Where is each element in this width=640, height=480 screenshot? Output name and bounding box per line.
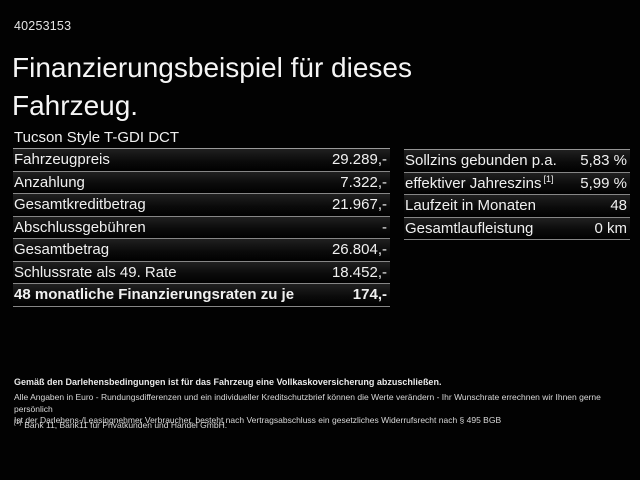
row-label: Abschlussgebühren (14, 218, 146, 236)
row-value: 18.452,- (331, 263, 387, 281)
table-row-effektiver-jahreszins: effektiver Jahreszins [1] 5,99 % (404, 172, 630, 195)
row-value: 0 km (594, 219, 627, 237)
row-value: 26.804,- (331, 241, 387, 259)
row-label: 48 monatliche Finanzierungsraten zu je (14, 286, 295, 304)
table-row-schlussrate: Schlussrate als 49. Rate 18.452,- (13, 261, 390, 284)
table-row-gesamtlaufleistung: Gesamtlaufleistung 0 km (404, 217, 630, 240)
table-row-gesamtbetrag: Gesamtbetrag 26.804,- (13, 239, 390, 262)
row-value: 174,- (352, 286, 387, 304)
finance-conditions-table: Sollzins gebunden p.a. 5,83 % effektiver… (404, 149, 630, 240)
vehicle-model-row: Tucson Style T-GDI DCT (13, 127, 390, 149)
table-row-gesamtkreditbetrag: Gesamtkreditbetrag 21.967,- (13, 194, 390, 217)
row-value: 21.967,- (331, 196, 387, 214)
vehicle-id: 40253153 (14, 19, 72, 33)
row-label: Gesamtbetrag (14, 241, 110, 259)
row-value: 7.322,- (340, 173, 387, 191)
disclaimer-insurance-note: Gemäß den Darlehensbedingungen ist für d… (14, 377, 442, 387)
page-title-line1: Finanzierungsbeispiel für dieses (12, 52, 412, 83)
row-value: 29.289,- (331, 151, 387, 169)
row-label: effektiver Jahreszins [1] (405, 173, 554, 192)
table-row-fahrzeugpreis: Fahrzeugpreis 29.289,- (13, 149, 390, 172)
footnote-marker: [1] (14, 419, 22, 427)
row-label: Gesamtlaufleistung (405, 219, 534, 237)
page-title: Finanzierungsbeispiel für dieses Fahrzeu… (12, 49, 412, 125)
bank-footnote: [1] Bank 11, Bank11 für Privatkunden und … (14, 419, 228, 430)
table-row-sollzins: Sollzins gebunden p.a. 5,83 % (404, 150, 630, 173)
page-title-line2: Fahrzeug. (12, 90, 139, 121)
row-value: 5,99 % (580, 174, 627, 192)
row-label: Gesamtkreditbetrag (14, 196, 146, 214)
table-row-laufzeit: Laufzeit in Monaten 48 (404, 195, 630, 218)
row-label: Anzahlung (14, 173, 85, 191)
disclaimer-line2: Alle Angaben in Euro - Rundungsdifferenz… (14, 392, 601, 414)
row-value: 48 (610, 197, 627, 215)
footnote-text: Bank 11, Bank11 für Privatkunden und Han… (24, 420, 228, 430)
table-row-abschlussgebuehren: Abschlussgebühren - (13, 216, 390, 239)
row-label: Schlussrate als 49. Rate (14, 263, 177, 281)
table-row-monatsrate: 48 monatliche Finanzierungsraten zu je 1… (13, 284, 390, 307)
row-value: - (382, 218, 387, 236)
disclaimer-block: Gemäß den Darlehensbedingungen ist für d… (14, 377, 628, 427)
row-value: 5,83 % (580, 152, 627, 170)
row-label: Sollzins gebunden p.a. (405, 152, 557, 170)
disclaimer-line3: Ist der Darlehens-/Leasingnehmer Verbrau… (14, 415, 502, 425)
row-label: Fahrzeugpreis (14, 151, 110, 169)
footnote-marker: [1] (543, 173, 554, 184)
table-row-anzahlung: Anzahlung 7.322,- (13, 171, 390, 194)
finance-details-table: Tucson Style T-GDI DCT Fahrzeugpreis 29.… (13, 127, 390, 307)
vehicle-model-label: Tucson Style T-GDI DCT (14, 129, 180, 146)
row-label: Laufzeit in Monaten (405, 197, 536, 215)
